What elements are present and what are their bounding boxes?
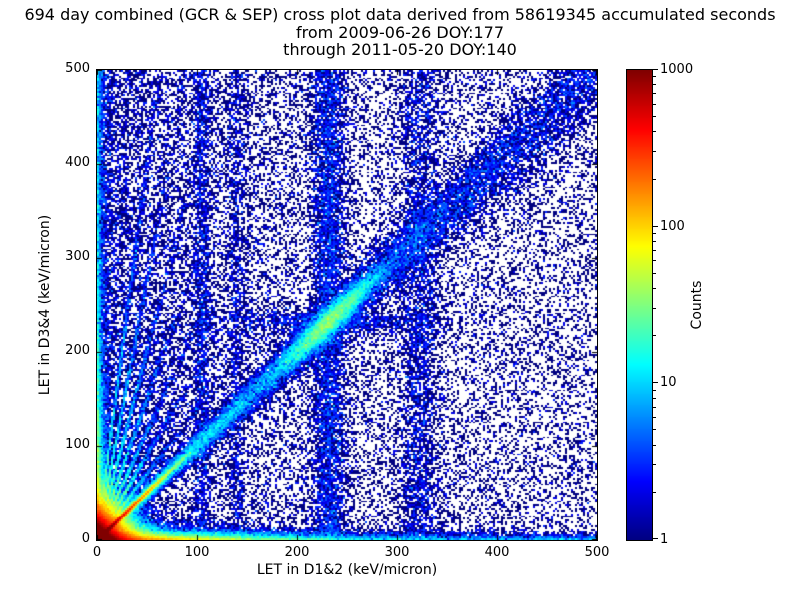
x-tick-label: 300 [384,545,410,560]
y-axis-label: LET in D3&4 (keV/micron) [37,214,53,396]
colorbar-minor-tick [653,407,656,408]
x-tick-label: 500 [584,545,610,560]
colorbar-minor-tick [653,104,656,105]
y-tick-label: 400 [65,155,90,170]
chart-subtitle-from: from 2009-06-26 DOY:177 [295,23,504,42]
colorbar-minor-tick [653,151,656,152]
colorbar-minor-tick [653,76,656,77]
colorbar-minor-tick [653,492,656,493]
colorbar-minor-tick [653,250,656,251]
x-tick-label: 100 [184,545,210,560]
colorbar-major-tick [653,382,658,383]
scatter-plot-canvas [96,69,598,541]
x-axis-label: LET in D1&2 (keV/micron) [256,562,438,578]
colorbar-minor-tick [653,398,656,399]
colorbar-minor-tick [653,116,656,117]
x-tick-label: 400 [484,545,510,560]
colorbar-tick-label: 100 [660,218,685,234]
colorbar-tick-label: 10 [660,375,677,391]
colorbar-minor-tick [653,260,656,261]
colorbar-minor-tick [653,84,656,85]
chart-title: 694 day combined (GCR & SEP) cross plot … [24,5,776,24]
colorbar-minor-tick [653,335,656,336]
colorbar-minor-tick [653,131,656,132]
y-tick-label: 0 [81,531,90,546]
y-tick-label: 200 [65,343,90,358]
colorbar-minor-tick [653,288,656,289]
colorbar-minor-tick [653,445,656,446]
colorbar-minor-tick [653,233,656,234]
x-tick-label: 200 [284,545,310,560]
colorbar-major-tick [653,69,658,70]
colorbar-minor-tick [653,390,656,391]
colorbar-minor-tick [653,273,656,274]
colorbar-label: Counts [689,280,705,330]
y-tick-label: 500 [65,61,90,76]
colorbar-major-tick [653,226,658,227]
colorbar-major-tick [653,538,658,539]
y-tick-label: 100 [65,437,90,452]
colorbar-tick-label: 1 [660,532,669,547]
colorbar-minor-tick [653,241,656,242]
colorbar-minor-tick [653,429,656,430]
colorbar-minor-tick [653,93,656,94]
colorbar-minor-tick [653,464,656,465]
y-tick-label: 300 [65,249,90,264]
chart-subtitle-through: through 2011-05-20 DOY:140 [283,40,517,59]
x-tick-label: 0 [92,545,102,560]
colorbar-tick-label: 1000 [660,62,694,77]
colorbar-minor-tick [653,417,656,418]
colorbar-minor-tick [653,179,656,180]
colorbar-gradient [626,69,653,541]
colorbar-minor-tick [653,308,656,309]
